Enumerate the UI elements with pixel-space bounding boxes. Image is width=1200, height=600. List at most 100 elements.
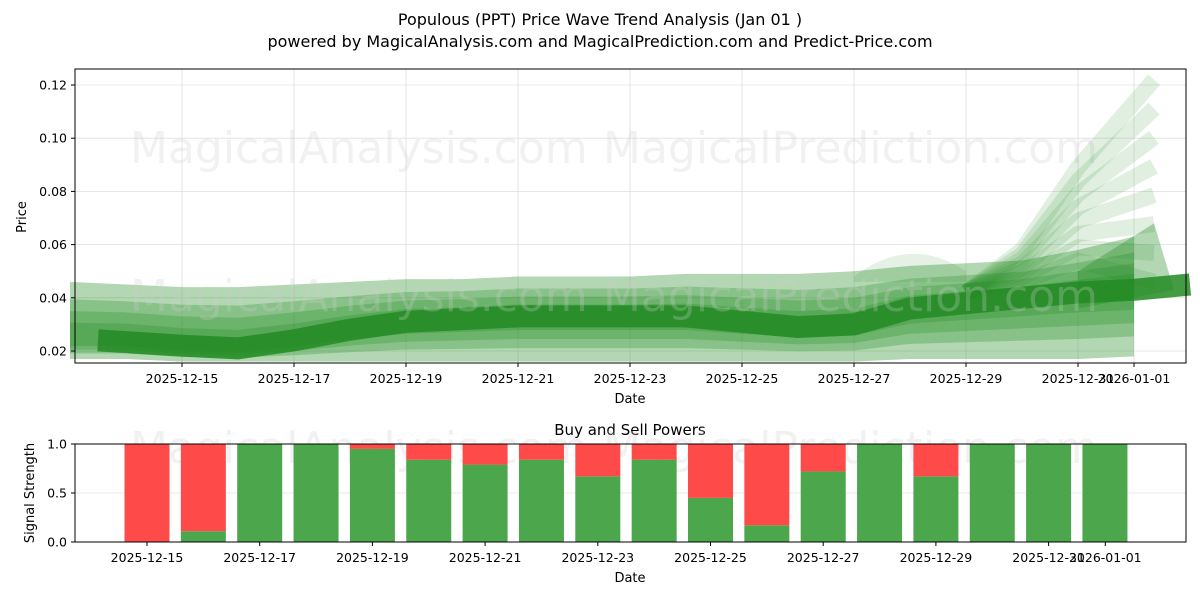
chart-subtitle: powered by MagicalAnalysis.com and Magic… (267, 32, 933, 51)
sell-bar (180, 444, 226, 532)
y-tick-label: 0.10 (39, 131, 67, 146)
forecast-fan-line (963, 239, 1155, 301)
bar-2025-12-27 (800, 444, 846, 542)
buy-bar (1026, 444, 1072, 542)
bar-2025-12-19 (349, 444, 395, 542)
bar-2025-12-31 (1026, 444, 1072, 542)
forecast-fan-line (963, 216, 1156, 301)
y-tick-label: 0.5 (47, 486, 67, 501)
y-tick-label: 0.06 (39, 237, 67, 252)
x-tick-label: 2025-12-17 (223, 550, 296, 565)
forecast-fan-line (964, 252, 1157, 301)
bar-2025-12-24 (631, 444, 677, 542)
x-tick-label: 2025-12-31 (1042, 371, 1115, 386)
x-tick-label: 2025-12-23 (594, 371, 667, 386)
forecast-fan-line (961, 102, 1160, 300)
forecast-fan-line (961, 74, 1161, 299)
y-tick-label: 1.0 (47, 437, 67, 452)
sell-bar (462, 444, 508, 465)
x-tick-label: 2025-12-21 (482, 371, 555, 386)
sell-bar (631, 444, 677, 460)
buy-sell-chart: Buy and Sell PowersMagicalAnalysis.comMa… (23, 421, 1187, 586)
buy-bar (969, 444, 1015, 542)
bar-2025-12-18 (293, 444, 339, 542)
central-wave (97, 273, 1192, 360)
y-axis-label: Price (15, 201, 30, 233)
x-tick-label: 2025-12-17 (258, 371, 331, 386)
buy-bar (237, 444, 283, 542)
buy-bar (180, 531, 226, 542)
x-tick-label: 2025-12-31 (1012, 550, 1085, 565)
x-axis-label: Date (614, 571, 645, 586)
buy-bar (688, 497, 733, 542)
chart-title: Populous (PPT) Price Wave Trend Analysis… (397, 10, 803, 29)
sell-bar (518, 444, 564, 460)
bar-2025-12-20 (406, 444, 452, 542)
x-tick-label: 2025-12-25 (706, 371, 779, 386)
forecast-fan-line (962, 159, 1158, 300)
bar-2025-12-25 (688, 444, 733, 542)
sell-bar (800, 444, 846, 472)
bar-2025-12-17 (237, 444, 283, 542)
watermark: MagicalAnalysis.com (130, 271, 588, 322)
bar-2025-12-28 (857, 444, 903, 542)
sell-bar (124, 444, 170, 542)
x-tick-label: 2025-12-15 (146, 371, 219, 386)
x-tick-label: 2025-12-19 (336, 550, 409, 565)
y-tick-label: 0.02 (39, 344, 67, 359)
sell-bar (744, 444, 790, 526)
x-tick-label: 2025-12-21 (449, 550, 522, 565)
x-tick-label: 2025-12-19 (370, 371, 443, 386)
buy-bar (293, 444, 339, 542)
sell-bar (913, 444, 959, 477)
bar-2025-12-26 (744, 444, 790, 542)
sell-bar (349, 444, 395, 449)
watermark: MagicalPrediction.com (603, 423, 1098, 474)
bar-2025-12-21 (462, 444, 508, 542)
sell-bar (688, 444, 733, 498)
watermark: MagicalPrediction.com (603, 271, 1098, 322)
bar-2025-12-15 (124, 444, 170, 542)
x-tick-label: 2026-01-01 (1069, 550, 1142, 565)
watermark: MagicalAnalysis.com (130, 123, 588, 174)
buy-bar (800, 471, 846, 542)
x-tick-label: 2025-12-29 (900, 550, 973, 565)
buy-bar (857, 444, 903, 542)
bar-2025-12-16 (180, 444, 226, 542)
x-tick-label: 2026-01-01 (1098, 371, 1171, 386)
y-tick-label: 0.04 (39, 290, 67, 305)
x-tick-label: 2025-12-15 (111, 550, 184, 565)
buy-bar (1082, 444, 1128, 542)
buy-bar (518, 459, 564, 542)
forecast-fan-line (961, 131, 1159, 300)
bar-2025-12-30 (969, 444, 1015, 542)
buy-bar (462, 464, 508, 542)
y-tick-label: 0.08 (39, 184, 67, 199)
y-axis-label: Signal Strength (23, 443, 38, 543)
forecast-fan-line (962, 187, 1157, 300)
bar-2026-01-01 (1082, 444, 1128, 542)
buy-bar (631, 459, 677, 542)
x-tick-label: 2025-12-23 (561, 550, 634, 565)
sell-bar (575, 444, 621, 477)
y-tick-label: 0.0 (47, 535, 67, 550)
bar-2025-12-29 (913, 444, 959, 542)
price-chart: MagicalAnalysis.com MagicalPrediction.com… (15, 68, 1192, 407)
buy-bar (349, 448, 395, 542)
buy-sell-title: Buy and Sell Powers (554, 421, 706, 439)
buy-bar (575, 476, 621, 542)
buy-bar (406, 459, 452, 542)
y-tick-label: 0.12 (39, 78, 67, 93)
sell-bar (406, 444, 452, 460)
bar-2025-12-23 (575, 444, 621, 542)
buy-bar (913, 476, 959, 542)
x-tick-label: 2025-12-27 (818, 371, 891, 386)
x-axis-label: Date (614, 392, 645, 407)
buy-bar (744, 525, 790, 542)
x-tick-label: 2025-12-29 (930, 371, 1003, 386)
x-tick-label: 2025-12-25 (674, 550, 747, 565)
x-tick-label: 2025-12-27 (787, 550, 860, 565)
wave-bump (854, 253, 966, 282)
bar-2025-12-22 (518, 444, 564, 542)
